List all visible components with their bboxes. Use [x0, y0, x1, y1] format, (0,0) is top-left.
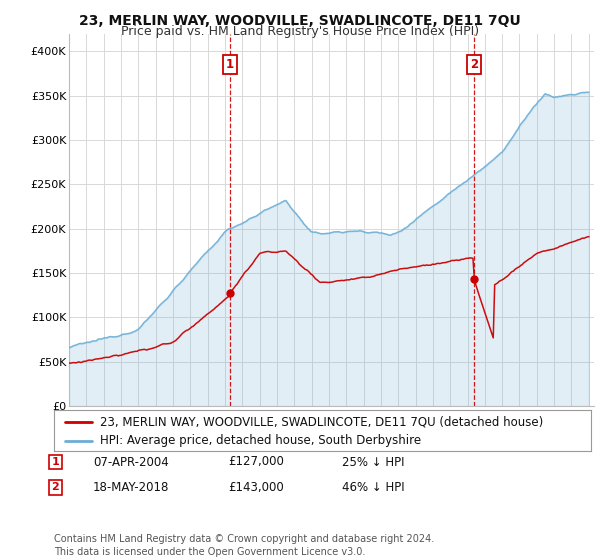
- Text: 2: 2: [52, 482, 59, 492]
- Text: 07-APR-2004: 07-APR-2004: [93, 455, 169, 469]
- Text: 2: 2: [470, 58, 478, 71]
- Text: 23, MERLIN WAY, WOODVILLE, SWADLINCOTE, DE11 7QU (detached house): 23, MERLIN WAY, WOODVILLE, SWADLINCOTE, …: [100, 416, 543, 428]
- Text: 1: 1: [52, 457, 59, 467]
- Text: £143,000: £143,000: [228, 480, 284, 494]
- Text: £127,000: £127,000: [228, 455, 284, 469]
- Text: HPI: Average price, detached house, South Derbyshire: HPI: Average price, detached house, Sout…: [100, 434, 421, 447]
- Text: 23, MERLIN WAY, WOODVILLE, SWADLINCOTE, DE11 7QU: 23, MERLIN WAY, WOODVILLE, SWADLINCOTE, …: [79, 14, 521, 28]
- Text: Price paid vs. HM Land Registry's House Price Index (HPI): Price paid vs. HM Land Registry's House …: [121, 25, 479, 38]
- Text: 1: 1: [226, 58, 233, 71]
- Text: 18-MAY-2018: 18-MAY-2018: [93, 480, 169, 494]
- Text: Contains HM Land Registry data © Crown copyright and database right 2024.
This d: Contains HM Land Registry data © Crown c…: [54, 534, 434, 557]
- Text: 25% ↓ HPI: 25% ↓ HPI: [342, 455, 404, 469]
- Text: 46% ↓ HPI: 46% ↓ HPI: [342, 480, 404, 494]
